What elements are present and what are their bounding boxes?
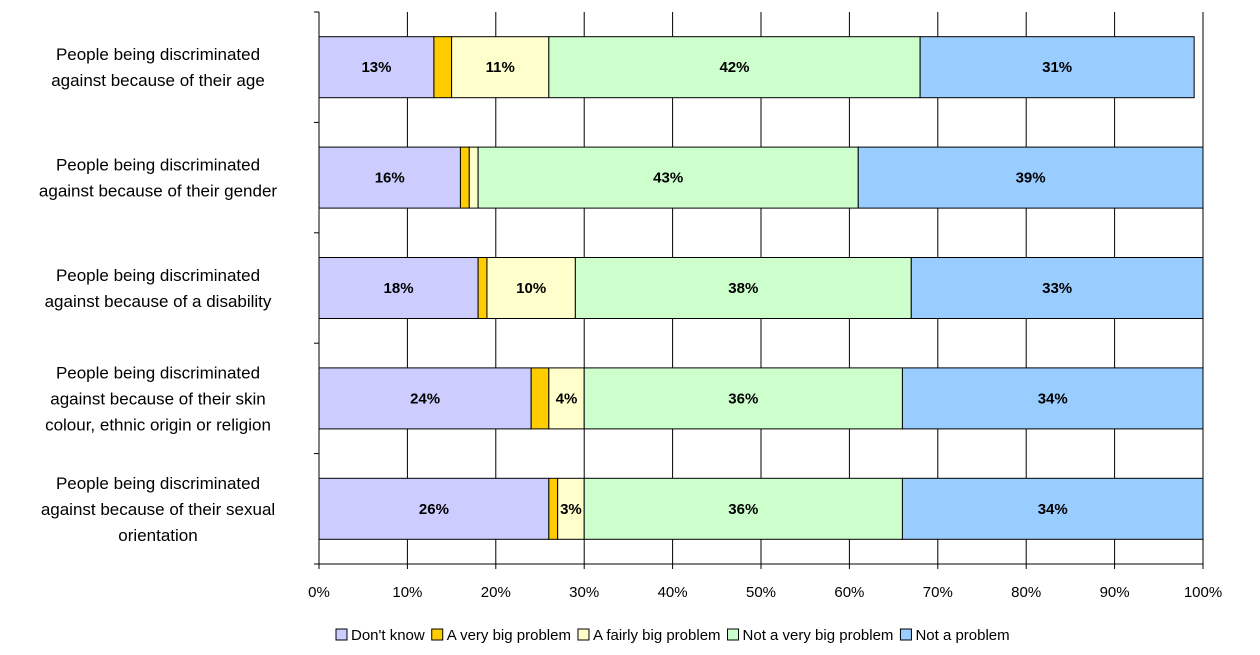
legend-label: A fairly big problem xyxy=(593,627,721,644)
category-label-line: orientation xyxy=(118,526,197,545)
x-tick-label: 80% xyxy=(1011,584,1041,601)
category-label-line: against because of their skin xyxy=(50,389,265,408)
category-label-line: against because of their age xyxy=(51,71,265,90)
data-label: 43% xyxy=(653,170,683,187)
bar-segment xyxy=(318,146,461,209)
x-tick-label: 60% xyxy=(834,584,864,601)
data-label: 34% xyxy=(1038,390,1068,407)
bar-segment xyxy=(910,257,1204,319)
bar-segment xyxy=(318,367,532,430)
data-label: 18% xyxy=(384,280,414,297)
bar-segment xyxy=(486,257,576,319)
bar-segment xyxy=(318,36,435,99)
category-label-line: People being discriminated xyxy=(56,266,260,285)
bar-segment xyxy=(574,257,912,319)
bar-segment xyxy=(459,146,470,209)
x-tick-label: 50% xyxy=(746,584,776,601)
x-tick-label: 20% xyxy=(481,584,511,601)
data-label: 10% xyxy=(516,280,546,297)
bar-segment xyxy=(477,146,859,209)
legend-swatch xyxy=(577,628,590,641)
bar-segment xyxy=(477,257,488,319)
bar-segment xyxy=(451,36,550,99)
category-label-line: against because of their sexual xyxy=(41,500,275,519)
x-tick-label: 0% xyxy=(308,584,330,601)
bar-segment xyxy=(318,257,479,319)
data-label: 26% xyxy=(419,501,449,518)
bar-segment xyxy=(583,367,903,430)
bar-segment xyxy=(530,367,550,430)
data-label: 16% xyxy=(375,170,405,187)
bar-segment xyxy=(468,146,479,209)
category-label-line: People being discriminated xyxy=(56,363,260,382)
data-label: 31% xyxy=(1042,59,1072,76)
x-tick-label: 100% xyxy=(1184,584,1222,601)
legend-swatch xyxy=(335,628,348,641)
data-label: 38% xyxy=(728,280,758,297)
data-label: 24% xyxy=(410,390,440,407)
category-label: People being discriminated against becaus… xyxy=(45,266,272,311)
data-label: 4% xyxy=(556,390,578,407)
category-label-line: colour, ethnic origin or religion xyxy=(45,415,271,434)
data-label: 33% xyxy=(1042,280,1072,297)
bar-segment xyxy=(557,477,585,540)
category-label-line: against because of a disability xyxy=(45,292,272,311)
x-tick-label: 30% xyxy=(569,584,599,601)
category-label: People being discriminated against becaus… xyxy=(41,474,275,545)
bar-segment xyxy=(583,477,903,540)
x-tick-label: 40% xyxy=(658,584,688,601)
legend-swatch xyxy=(899,628,912,641)
legend-label: Not a problem xyxy=(915,627,1009,644)
bar-segment xyxy=(919,36,1195,99)
legend-label: Not a very big problem xyxy=(743,627,894,644)
category-label-line: People being discriminated xyxy=(56,474,260,493)
data-label: 36% xyxy=(728,390,758,407)
data-label: 11% xyxy=(486,59,515,76)
category-label-line: against because of their gender xyxy=(39,182,278,201)
legend-swatch xyxy=(727,628,740,641)
x-tick-label: 70% xyxy=(923,584,953,601)
bar-segment xyxy=(857,146,1204,209)
x-tick-label: 10% xyxy=(392,584,422,601)
category-label-line: People being discriminated xyxy=(56,156,260,175)
category-label-line: People being discriminated xyxy=(56,45,260,64)
data-label: 13% xyxy=(361,59,391,76)
bar-segment xyxy=(548,477,559,540)
category-label: People being discriminated against becaus… xyxy=(39,156,278,201)
data-label: 3% xyxy=(560,501,582,518)
legend-swatch xyxy=(431,628,444,641)
data-label: 42% xyxy=(719,59,749,76)
bar-segment xyxy=(433,36,453,99)
legend-label: A very big problem xyxy=(447,627,571,644)
data-label: 36% xyxy=(728,501,758,518)
category-label: People being discriminated against becaus… xyxy=(45,363,271,434)
bar-segment xyxy=(318,477,550,540)
data-label: 39% xyxy=(1016,170,1046,187)
bar-segment xyxy=(548,36,921,99)
bar-segment xyxy=(901,367,1204,430)
data-label: 34% xyxy=(1038,501,1068,518)
bar-segment xyxy=(548,367,585,430)
bar-segment xyxy=(901,477,1204,540)
category-label: People being discriminated against becaus… xyxy=(51,45,265,90)
legend-label: Don't know xyxy=(351,627,425,644)
x-tick-label: 90% xyxy=(1100,584,1130,601)
